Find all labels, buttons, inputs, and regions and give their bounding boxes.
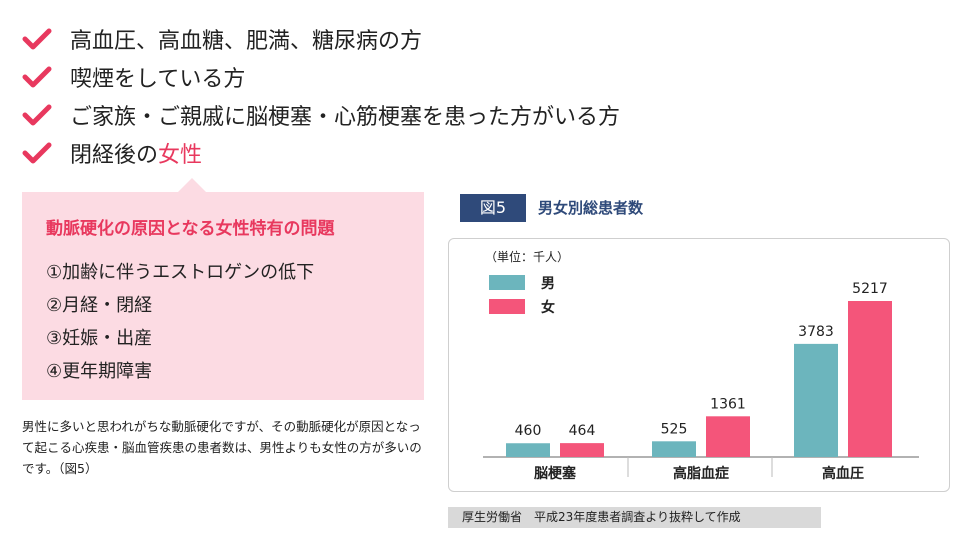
data-label: 1361 — [710, 396, 746, 412]
chart-container: （単位：千人） 男女 460 464 脳梗塞 525 1361 高脂血症 3783 5217 高血圧 — [448, 238, 950, 492]
legend-label: 男 — [541, 276, 555, 292]
data-label: 525 — [661, 421, 688, 437]
legend-swatch — [489, 299, 525, 314]
data-label: 464 — [569, 423, 596, 439]
bar-male — [506, 443, 550, 457]
check-item: 閉経後の 女性 — [22, 134, 620, 172]
callout-title: 動脈硬化の原因となる女性特有の問題 — [46, 219, 335, 239]
category-label: 脳梗塞 — [534, 465, 577, 482]
check-item: 高血圧、高血糖、肥満、糖尿病の方 — [22, 20, 620, 58]
factor-item: ①加齢に伴うエストロゲンの低下 — [46, 262, 315, 283]
category-label: 高血圧 — [822, 465, 864, 482]
figure-label: 図5 — [460, 194, 526, 222]
bar-female — [706, 416, 750, 457]
check-item: 喫煙をしている方 — [22, 58, 620, 96]
check-item: ご家族・ご親戚に脳梗塞・心筋梗塞を患った方がいる方 — [22, 96, 620, 134]
check-item-text: 閉経後の — [70, 143, 159, 168]
unit-label: （単位：千人） — [485, 249, 569, 264]
factor-item: ④更年期障害 — [46, 361, 153, 382]
bar-male — [652, 441, 696, 457]
factor-list: ①加齢に伴うエストロゲンの低下 ②月経・閉経 ③妊娠・出産 ④更年期障害 — [46, 256, 314, 388]
category-label: 高脂血症 — [673, 465, 729, 482]
data-label: 5217 — [852, 281, 888, 297]
bar-male — [794, 343, 838, 457]
check-item-highlight: 女性 — [158, 143, 203, 168]
figure-title: 男女別総患者数 — [538, 199, 644, 217]
check-item-text: 喫煙をしている方 — [70, 67, 246, 92]
legend-swatch — [489, 275, 525, 290]
bar-female — [560, 443, 604, 457]
checkmark-icon — [22, 104, 52, 126]
data-label: 460 — [515, 423, 542, 439]
checkmark-icon — [22, 28, 52, 50]
bar-female — [848, 301, 892, 457]
checkmark-icon — [22, 142, 52, 164]
check-item-text: ご家族・ご親戚に脳梗塞・心筋梗塞を患った方がいる方 — [70, 105, 621, 130]
factor-item: ③妊娠・出産 — [46, 328, 153, 349]
legend-label: 女 — [541, 299, 555, 316]
checklist: 高血圧、高血糖、肥満、糖尿病の方 喫煙をしている方 ご家族・ご親戚に脳梗塞・心筋… — [22, 20, 620, 172]
factor-item: ②月経・閉経 — [46, 295, 153, 316]
data-label: 3783 — [798, 324, 834, 340]
check-item-text: 高血圧、高血糖、肥満、糖尿病の方 — [70, 29, 423, 54]
body-note: 男性に多いと思われがちな動脈硬化ですが、その動脈硬化が原因となって起こる心疾患・… — [22, 419, 422, 476]
bar-chart: （単位：千人） 男女 460 464 脳梗塞 525 1361 高脂血症 3783 5217 高血圧 — [483, 249, 919, 482]
callout-pointer — [178, 178, 206, 192]
checkmark-icon — [22, 66, 52, 88]
callout-box: 動脈硬化の原因となる女性特有の問題 ①加齢に伴うエストロゲンの低下 ②月経・閉経… — [22, 192, 424, 400]
source-note: 厚生労働省 平成23年度患者調査より抜粋して作成 — [448, 507, 821, 528]
